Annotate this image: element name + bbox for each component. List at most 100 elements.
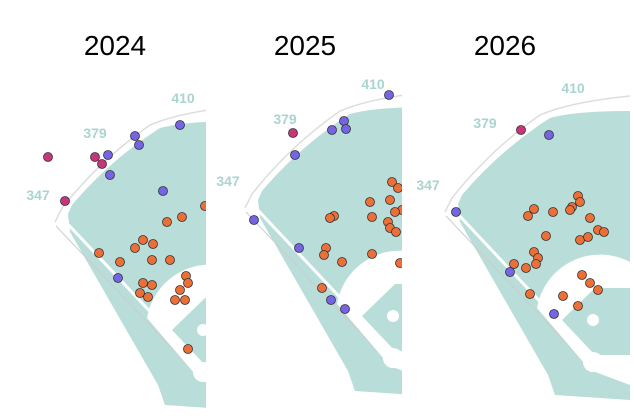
hit-point — [341, 124, 351, 134]
hit-point — [103, 150, 113, 160]
hit-point — [162, 217, 172, 227]
hit-point — [391, 227, 401, 237]
panel: 347 379 410 — [216, 76, 402, 395]
hit-point — [393, 183, 402, 193]
hit-point — [115, 257, 125, 267]
hit-point — [583, 232, 593, 242]
outfield-wall — [444, 95, 631, 213]
hit-point — [326, 295, 336, 305]
panel: 347 379 410 — [416, 80, 631, 400]
hit-point — [135, 288, 145, 298]
home-plate-area — [583, 352, 603, 372]
hit-point — [200, 201, 206, 211]
distance-label: 379 — [273, 111, 297, 127]
home-plate-area — [193, 362, 206, 382]
hit-point — [385, 195, 395, 205]
infield-grass — [362, 284, 402, 351]
hit-point — [158, 186, 168, 196]
hit-point — [521, 263, 531, 273]
distance-label: 410 — [361, 76, 385, 92]
distance-label: 347 — [216, 173, 240, 189]
hit-point — [599, 227, 609, 237]
hit-point — [390, 207, 400, 217]
distance-label: 379 — [83, 125, 107, 141]
hit-point — [175, 285, 185, 295]
hit-point — [43, 152, 53, 162]
hit-point — [525, 289, 535, 299]
hit-point — [94, 248, 104, 258]
hit-point — [367, 249, 377, 259]
hit-point — [593, 285, 603, 295]
hit-point — [130, 243, 140, 253]
hit-point — [565, 205, 575, 215]
panel-title: 2026 — [474, 30, 536, 61]
hit-point — [531, 259, 541, 269]
hit-point — [365, 197, 375, 207]
panel-title: 2024 — [84, 30, 146, 61]
hit-point — [183, 344, 193, 354]
hit-point — [505, 267, 515, 277]
hit-point — [523, 211, 533, 221]
hit-point — [340, 304, 350, 314]
distance-label: 410 — [561, 80, 585, 96]
foul-line-edge — [445, 215, 591, 369]
hit-point — [165, 255, 175, 265]
infield-grass — [172, 298, 206, 365]
distance-label: 347 — [26, 187, 50, 203]
hit-point — [558, 291, 568, 301]
distance-label: 347 — [416, 177, 440, 193]
hit-point — [367, 212, 377, 222]
hit-point — [177, 212, 187, 222]
hit-point — [395, 258, 402, 268]
hit-point — [130, 131, 140, 141]
field: 347 379 410 — [216, 76, 402, 395]
hit-point — [577, 270, 587, 280]
hit-point — [183, 278, 193, 288]
hit-point — [147, 255, 157, 265]
hit-point — [143, 292, 153, 302]
hit-point — [541, 231, 551, 241]
hit-point — [384, 90, 394, 100]
hit-point — [585, 213, 595, 223]
hit-point — [327, 125, 337, 135]
panel: 347 379 410 — [26, 90, 206, 408]
hit-point — [134, 140, 144, 150]
hit-point — [529, 204, 539, 214]
pitchers-mound — [587, 314, 599, 326]
hit-point — [138, 235, 148, 245]
panel-title: 2025 — [274, 30, 336, 61]
distance-label: 379 — [473, 115, 497, 131]
field: 347 379 410 — [26, 90, 206, 408]
hit-point — [509, 259, 519, 269]
hit-point — [337, 257, 347, 267]
hit-point — [549, 309, 559, 319]
hit-point — [325, 213, 335, 223]
hit-point — [180, 295, 190, 305]
hit-point — [319, 250, 329, 260]
hit-point — [544, 130, 554, 140]
hit-point — [175, 120, 185, 130]
hit-point — [290, 150, 300, 160]
hit-point — [249, 215, 259, 225]
hit-point — [97, 159, 107, 169]
hit-point — [170, 295, 180, 305]
home-plate-area — [383, 348, 402, 368]
hit-point — [317, 283, 327, 293]
hit-point — [148, 239, 158, 249]
hit-point — [548, 207, 558, 217]
hit-point — [60, 196, 70, 206]
hit-point — [387, 177, 397, 187]
hit-point — [516, 125, 526, 135]
hit-point — [294, 243, 304, 253]
pitchers-mound — [387, 310, 399, 322]
hit-point — [113, 273, 123, 283]
hit-point — [90, 152, 100, 162]
hit-point — [339, 116, 349, 126]
hit-point — [585, 278, 595, 288]
hit-point — [138, 278, 148, 288]
hit-point — [573, 301, 583, 311]
hit-point — [451, 207, 461, 217]
foul-line-edge — [55, 225, 201, 379]
hit-point — [147, 280, 157, 290]
